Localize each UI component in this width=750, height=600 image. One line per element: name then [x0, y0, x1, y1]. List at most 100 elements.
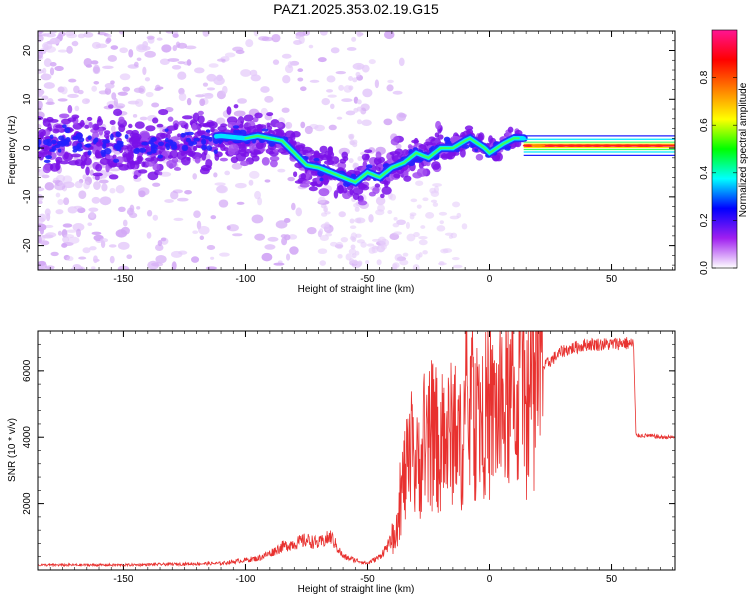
noise-blob	[392, 222, 400, 228]
noise-blob	[352, 142, 358, 148]
spectral-core	[181, 144, 189, 152]
noise-blob	[406, 233, 416, 242]
noise-blob	[351, 36, 357, 42]
spectral-blob	[226, 106, 232, 115]
noise-blob	[126, 254, 133, 260]
noise-blob	[142, 66, 147, 76]
spectral-core	[164, 143, 170, 148]
noise-blob	[38, 200, 43, 205]
spectral-blob	[58, 160, 70, 165]
spectral-blob	[71, 114, 80, 119]
noise-blob	[436, 225, 446, 232]
spectral-blob	[134, 121, 145, 129]
noise-blob	[355, 31, 361, 36]
noise-blob	[218, 199, 229, 208]
noise-blob	[283, 217, 291, 224]
noise-blob	[83, 181, 90, 190]
spectral-blob	[136, 155, 144, 162]
noise-blob	[38, 260, 47, 266]
noise-blob	[451, 257, 460, 261]
spectral-blob	[431, 161, 441, 170]
spectral-core	[115, 131, 121, 138]
noise-blob	[227, 224, 239, 232]
spectral-blob	[170, 136, 181, 141]
noise-blob	[380, 243, 387, 250]
spectral-blob	[48, 118, 59, 123]
spectral-blob	[327, 146, 334, 156]
noise-blob	[330, 47, 340, 54]
noise-blob	[136, 206, 141, 210]
spectral-blob	[293, 171, 298, 178]
noise-blob	[159, 171, 172, 177]
spectral-blob	[333, 190, 339, 199]
noise-blob	[392, 262, 400, 269]
noise-blob	[399, 259, 409, 266]
noise-blob	[281, 53, 292, 59]
spectral-core	[38, 144, 41, 150]
noise-blob	[171, 261, 177, 270]
spectral-blob	[156, 132, 166, 140]
spectral-blob	[105, 155, 115, 160]
noise-blob	[375, 209, 385, 216]
noise-blob	[409, 212, 417, 217]
spectral-blob	[357, 200, 368, 206]
spectral-core	[313, 157, 320, 162]
noise-blob	[336, 116, 343, 120]
snr-xlabel: Height of straight line (km)	[298, 584, 415, 595]
noise-blob	[160, 237, 167, 242]
noise-blob	[119, 47, 128, 54]
noise-blob	[288, 234, 298, 240]
spectral-core	[319, 177, 324, 182]
spectral-core	[62, 124, 67, 129]
spectral-blob	[228, 143, 239, 153]
noise-blob	[410, 198, 418, 203]
noise-blob	[387, 79, 394, 84]
noise-blob	[287, 176, 295, 182]
spectral-blob	[144, 157, 155, 162]
spectral-blob	[137, 169, 148, 174]
noise-blob	[146, 35, 155, 40]
noise-blob	[90, 266, 96, 270]
noise-blob	[101, 183, 108, 192]
noise-blob	[355, 233, 362, 238]
spectral-core	[87, 135, 92, 140]
spectral-blob	[339, 158, 347, 164]
spectral-blob	[169, 150, 179, 159]
spectral-blob	[185, 150, 197, 156]
spectral-blob	[416, 167, 428, 177]
stable-tone-peak	[621, 144, 634, 148]
spectral-blob	[242, 151, 250, 158]
noise-blob	[374, 79, 380, 89]
noise-blob	[83, 57, 93, 67]
noise-blob	[43, 82, 55, 89]
noise-blob	[49, 37, 61, 45]
noise-blob	[248, 179, 254, 186]
noise-blob	[175, 41, 181, 48]
noise-blob	[192, 173, 198, 180]
noise-blob	[202, 82, 209, 87]
spectral-blob	[136, 135, 141, 144]
noise-blob	[102, 65, 114, 70]
noise-blob	[267, 236, 279, 242]
noise-blob	[198, 225, 210, 235]
spectral-blob	[126, 155, 134, 164]
spectral-blob	[152, 163, 160, 171]
noise-blob	[375, 196, 386, 206]
noise-blob	[194, 67, 205, 74]
noise-blob	[74, 105, 80, 112]
spectral-blob	[55, 124, 64, 129]
noise-blob	[387, 210, 393, 215]
noise-blob	[178, 92, 187, 102]
noise-blob	[110, 80, 115, 85]
spectral-core	[164, 128, 169, 132]
colorbar-tick-label: 0.6	[699, 118, 710, 132]
noise-blob	[345, 110, 356, 116]
noise-blob	[338, 84, 344, 91]
spectral-blob	[319, 145, 328, 154]
noise-blob	[199, 98, 206, 107]
noise-blob	[156, 37, 163, 41]
noise-blob	[66, 256, 74, 262]
spectral-core	[150, 147, 158, 152]
noise-blob	[432, 183, 443, 187]
